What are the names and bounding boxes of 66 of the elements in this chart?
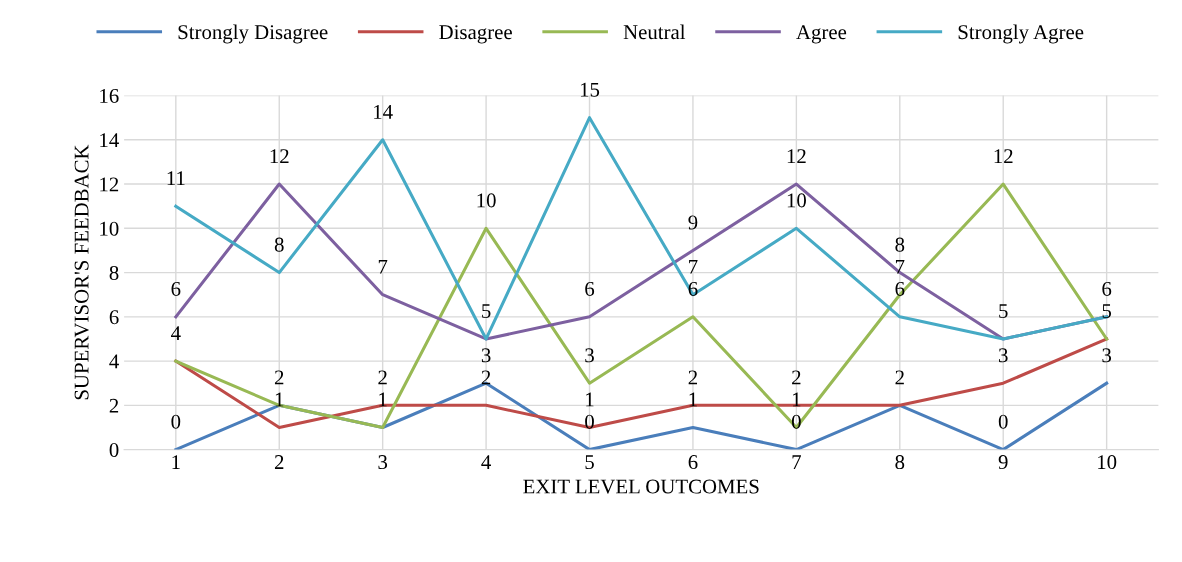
data-label: 2 (895, 370, 904, 385)
data-label: 5 (1102, 304, 1112, 319)
x-tick-label: 5 (585, 455, 594, 470)
data-label: 15 (580, 82, 600, 97)
data-label: 6 (171, 281, 181, 296)
y-tick-label: 12 (100, 177, 119, 192)
y-tick-label: 10 (100, 221, 119, 236)
x-tick-label: 3 (378, 455, 388, 470)
data-label: 3 (1102, 348, 1112, 363)
y-tick-label: 0 (109, 442, 119, 458)
data-label: 0 (171, 414, 181, 429)
data-label: 10 (787, 193, 806, 208)
data-label: 5 (482, 304, 491, 319)
data-label: 12 (787, 149, 806, 163)
data-label: 4 (171, 326, 181, 340)
y-tick-label: 4 (109, 354, 119, 369)
data-label: 2 (792, 370, 801, 385)
data-label: 0 (585, 414, 594, 429)
legend-label: Disagree (439, 25, 512, 44)
data-label: 2 (378, 370, 387, 385)
data-label: 3 (999, 348, 1008, 363)
x-tick-label: 10 (1098, 455, 1117, 470)
data-label: 7 (378, 259, 388, 274)
data-label: 8 (274, 237, 284, 252)
data-label: 14 (374, 104, 393, 119)
data-label: 8 (895, 237, 905, 252)
legend-label: Agree (796, 25, 847, 44)
y-tick-label: 16 (100, 88, 119, 103)
x-tick-label: 6 (688, 455, 698, 470)
data-label: 1 (379, 392, 387, 407)
legend-label: Strongly Disagree (178, 24, 328, 44)
data-label: 7 (895, 259, 905, 274)
x-tick-label: 8 (895, 455, 905, 470)
data-label: 0 (998, 414, 1008, 429)
x-tick-label: 4 (481, 455, 491, 469)
data-label: 2 (274, 370, 284, 385)
x-tick-label: 7 (792, 455, 801, 469)
data-label: 12 (994, 149, 1013, 163)
data-label: 3 (585, 348, 594, 363)
y-tick-label: 8 (109, 265, 119, 280)
data-label: 6 (895, 281, 905, 296)
data-label: 2 (688, 370, 698, 385)
data-label: 1 (275, 392, 284, 407)
data-label: 1 (793, 392, 801, 407)
data-label: 7 (689, 259, 698, 274)
x-tick-label: 2 (274, 455, 284, 469)
y-axis-title: SUPERVISOR'S FEEDBACK (74, 144, 89, 400)
data-label: 1 (689, 392, 697, 407)
data-label: 12 (270, 149, 289, 163)
x-tick-label: 9 (998, 455, 1008, 470)
x-tick-label: 1 (172, 455, 180, 469)
x-axis-title: EXIT LEVEL OUTCOMES (523, 479, 759, 494)
data-label: 6 (1102, 281, 1112, 296)
y-tick-label: 6 (109, 310, 119, 325)
data-label: 6 (585, 281, 595, 296)
legend-label: Strongly Agree (958, 24, 1084, 44)
y-tick-label: 14 (100, 133, 119, 148)
y-tick-label: 2 (109, 398, 119, 413)
data-label: 11 (167, 171, 185, 186)
data-label: 3 (481, 348, 491, 363)
data-label: 10 (477, 193, 496, 208)
data-label: 5 (999, 304, 1008, 319)
data-label: 1 (586, 392, 594, 407)
legend-label: Neutral (623, 24, 686, 40)
data-label: 2 (481, 370, 491, 385)
data-label: 9 (688, 215, 698, 230)
